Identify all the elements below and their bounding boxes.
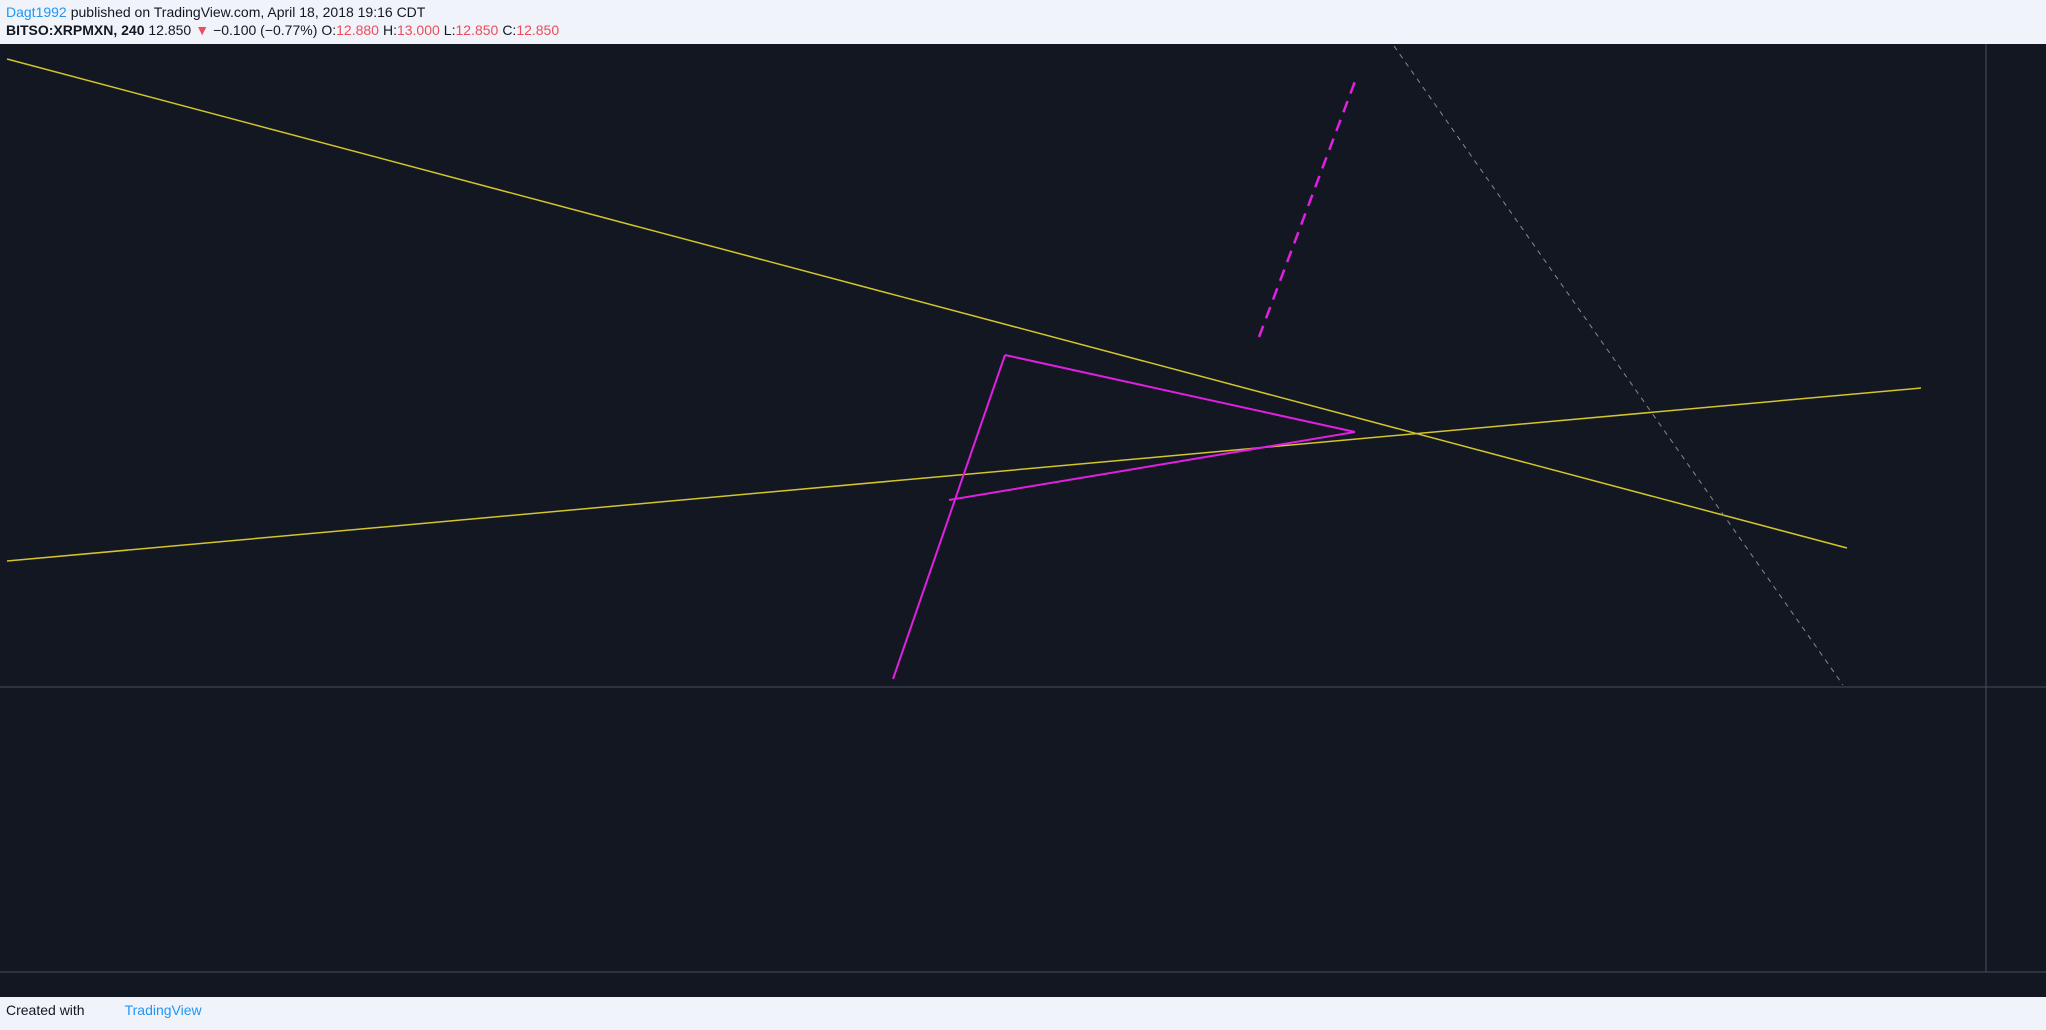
last: 12.850 (148, 22, 192, 38)
ohlc-value: 12.850 (516, 22, 560, 38)
triangle-edge (892, 354, 1006, 680)
trend-line (6, 58, 1848, 549)
author[interactable]: Dagt1992 (6, 4, 67, 20)
dashed-trend (1393, 45, 1844, 686)
ohlc-value: 12.880 (336, 22, 379, 38)
ohlc-label: C: (502, 22, 517, 38)
ohlc-label: H: (382, 22, 397, 38)
ohlc: O:12.880 H:13.000 L:12.850 C:12.850 (321, 22, 563, 38)
change: −0.100 (−0.77%) (213, 22, 318, 38)
triangle-edge (948, 431, 1356, 501)
symbol: BITSO:XRPMXN, 240 (6, 22, 145, 38)
ohlc-label: L: (443, 22, 456, 38)
brand[interactable]: TradingView (124, 1002, 202, 1018)
publish-line: Dagt1992 published on TradingView.com, Ap… (6, 3, 567, 21)
chart (0, 44, 2046, 997)
price-axis (1986, 44, 2046, 997)
triangle-edge (1004, 354, 1356, 433)
header: Dagt1992 published on TradingView.com, Ap… (6, 3, 567, 39)
user-drawings (6, 45, 1922, 686)
projection (1257, 75, 1359, 338)
published: published on TradingView.com, April 18, … (70, 4, 426, 20)
ohlc-label: O: (321, 22, 337, 38)
created-with: Created with (6, 1002, 85, 1018)
ohlc-value: 12.850 (455, 22, 499, 38)
symbol-line: BITSO:XRPMXN, 240 12.850 ▼ −0.100 (−0.77%)… (6, 21, 567, 39)
change-arrow: ▼ (195, 22, 210, 38)
background (0, 44, 2046, 997)
footer: Created with TradingView (6, 1002, 202, 1018)
ohlc-value: 13.000 (396, 22, 440, 38)
